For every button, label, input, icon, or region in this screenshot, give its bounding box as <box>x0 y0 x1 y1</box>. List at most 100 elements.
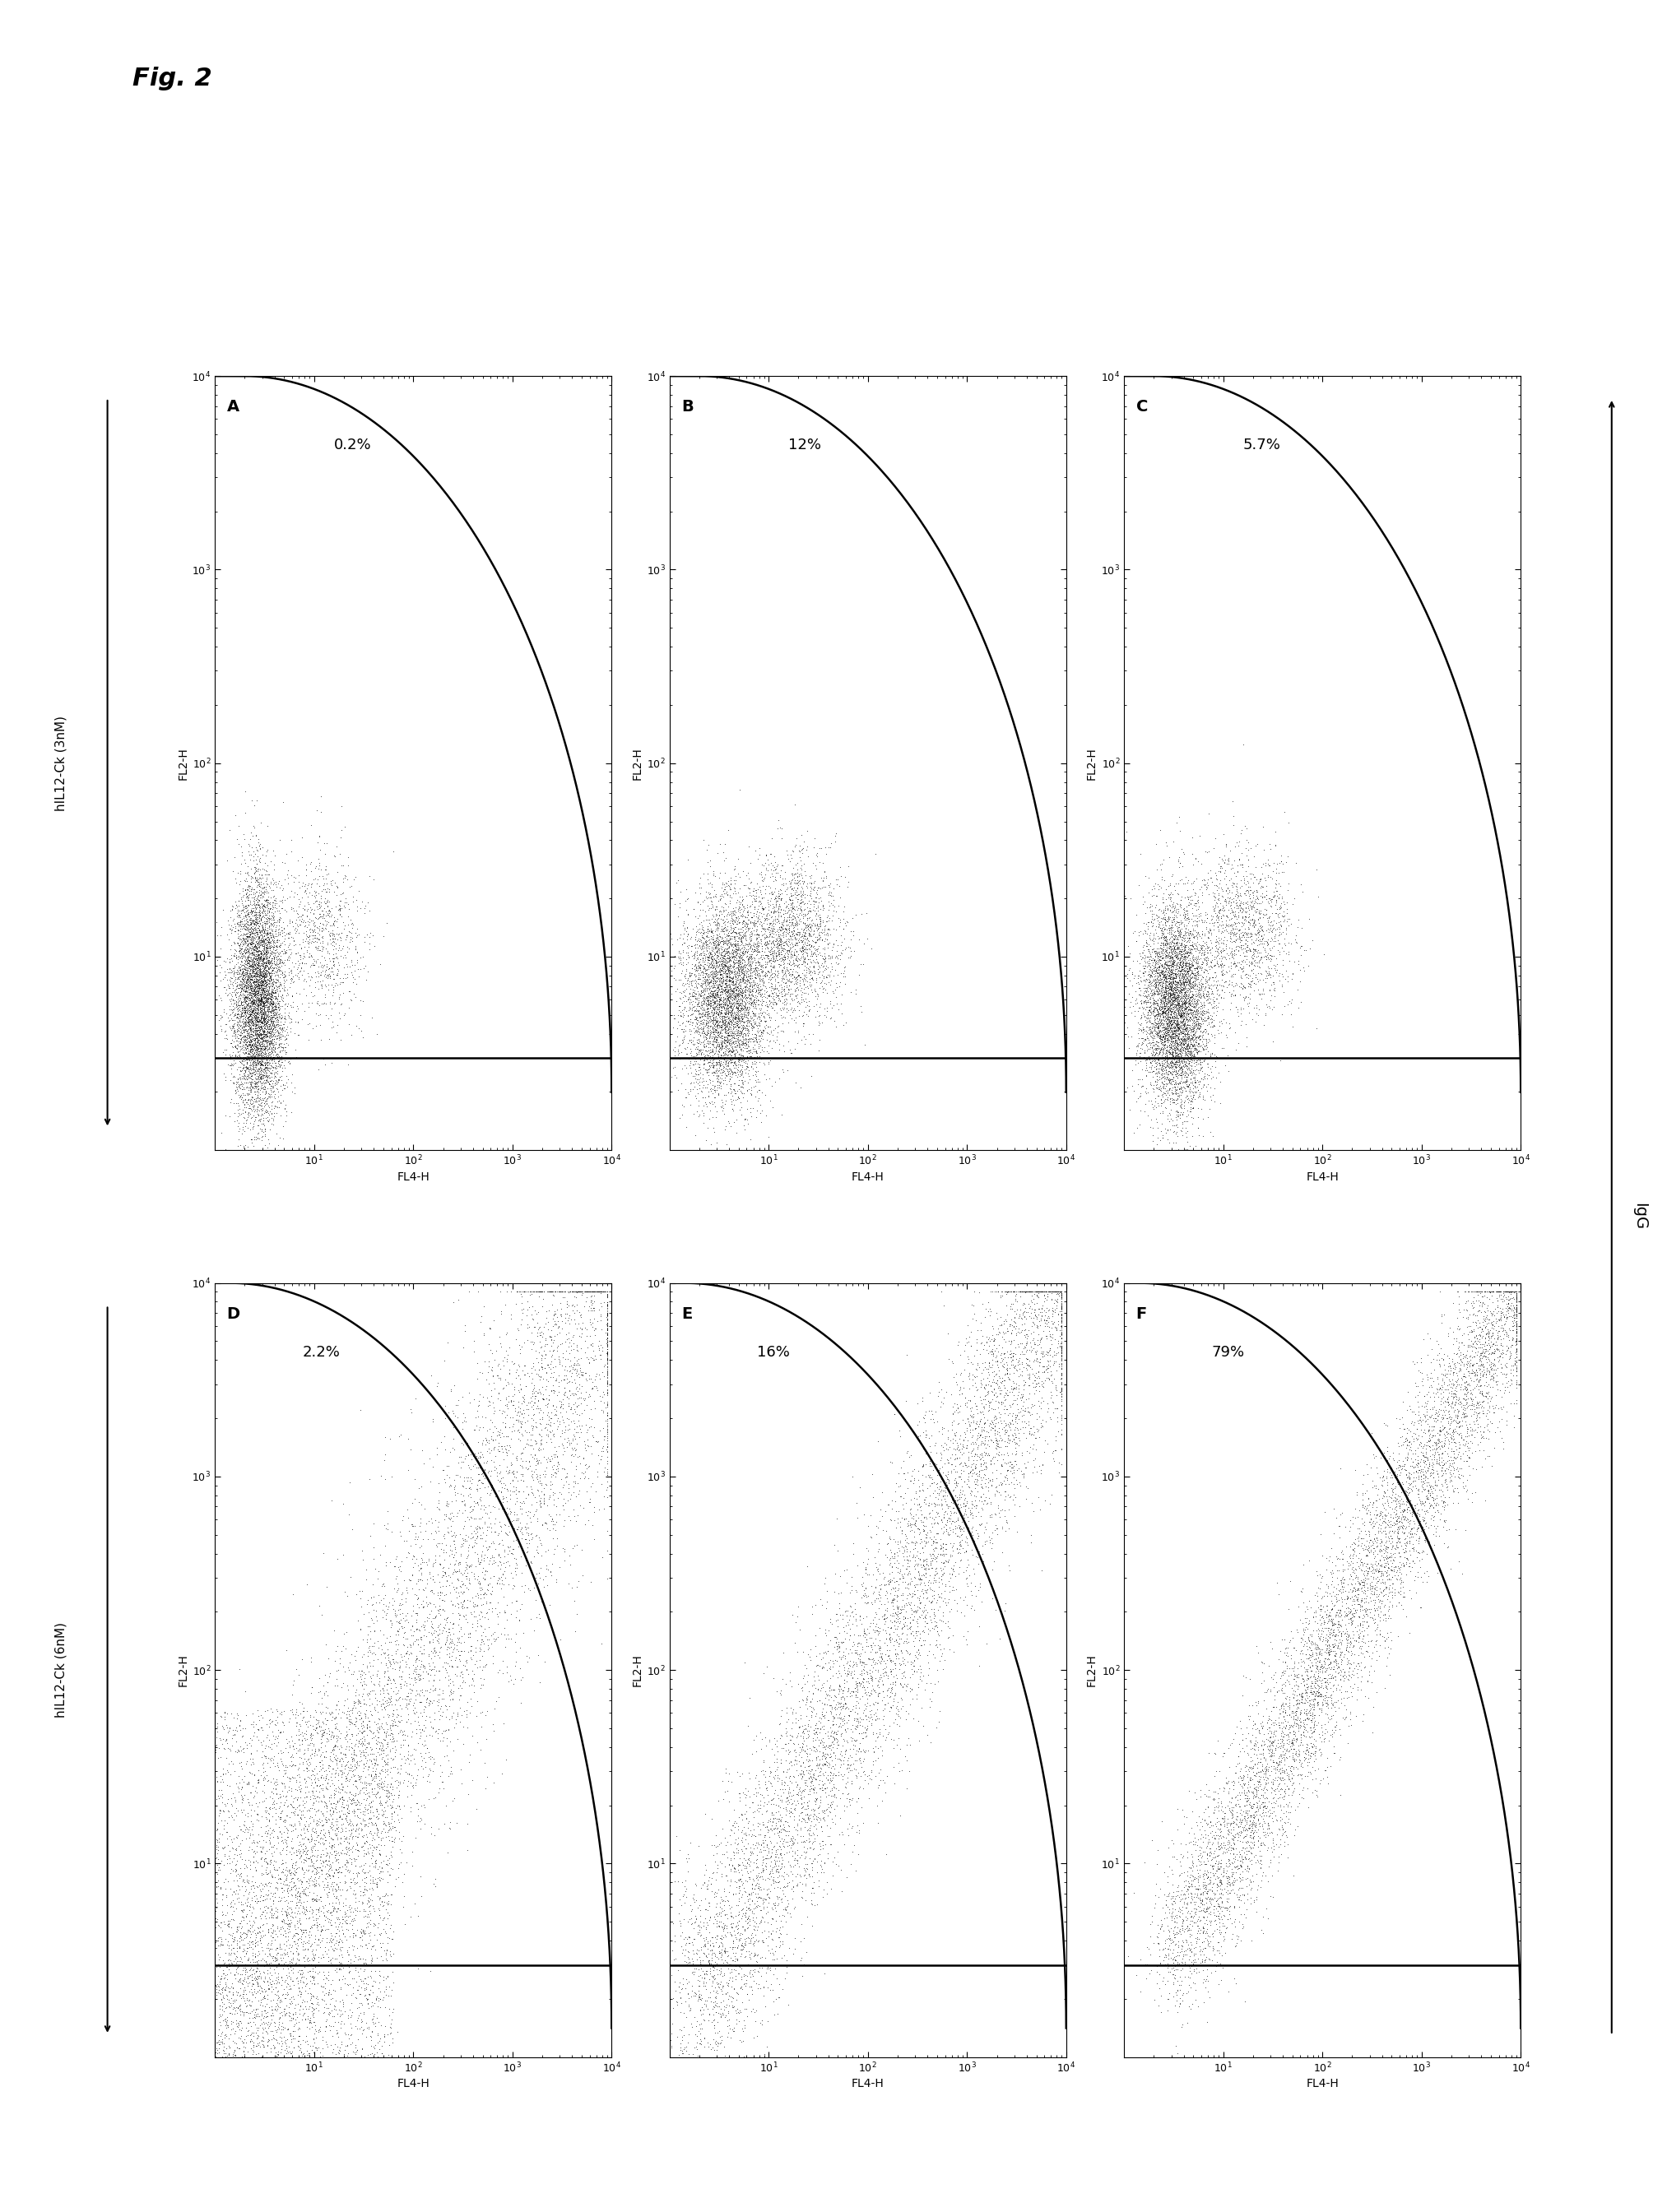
Point <box>360 1593 387 1628</box>
Point <box>716 940 742 975</box>
Point <box>273 1803 299 1838</box>
Point <box>1154 991 1180 1026</box>
Point <box>755 927 782 962</box>
Point <box>251 940 278 975</box>
Point <box>269 958 296 993</box>
Point <box>1218 860 1245 896</box>
Point <box>1241 1756 1268 1792</box>
Point <box>544 1480 570 1515</box>
Point <box>446 1619 473 1655</box>
Point <box>701 1938 727 1973</box>
Point <box>734 1856 760 1891</box>
Point <box>359 1863 385 1898</box>
Point <box>245 991 271 1026</box>
Point <box>1012 1274 1038 1310</box>
Point <box>1397 1425 1423 1460</box>
Point <box>739 905 765 940</box>
Point <box>1160 929 1187 964</box>
Point <box>1481 1332 1508 1367</box>
Point <box>456 1462 483 1498</box>
Point <box>1342 1637 1369 1672</box>
Point <box>269 1018 296 1053</box>
Point <box>706 1000 732 1035</box>
Point <box>724 922 750 958</box>
Point <box>593 1296 620 1332</box>
Point <box>790 967 817 1002</box>
Point <box>790 1756 817 1792</box>
Point <box>980 1402 1007 1438</box>
Point <box>805 885 831 920</box>
Point <box>1146 1042 1172 1077</box>
Point <box>904 1604 931 1639</box>
Point <box>339 1759 365 1794</box>
Point <box>742 931 769 967</box>
Point <box>564 1274 590 1310</box>
Point <box>1152 993 1179 1029</box>
Point <box>542 1389 569 1425</box>
Point <box>370 1728 397 1763</box>
Point <box>365 1860 392 1896</box>
Point <box>1150 1066 1177 1102</box>
Point <box>283 993 309 1029</box>
Point <box>1374 1495 1400 1531</box>
Point <box>238 896 264 931</box>
Point <box>1355 1681 1382 1717</box>
Point <box>352 1860 379 1896</box>
Point <box>1127 998 1154 1033</box>
Point <box>364 1599 390 1635</box>
Point <box>241 849 268 885</box>
Point <box>1048 1321 1074 1356</box>
Point <box>1445 1460 1471 1495</box>
Point <box>1023 1307 1050 1343</box>
Point <box>1170 964 1197 1000</box>
Point <box>1200 1060 1227 1095</box>
Point <box>1385 1551 1412 1586</box>
Point <box>985 1416 1012 1451</box>
Point <box>1164 953 1190 989</box>
Point <box>1473 1274 1499 1310</box>
Point <box>714 1882 741 1918</box>
Point <box>398 1759 425 1794</box>
Point <box>754 1770 780 1805</box>
Point <box>260 1068 286 1104</box>
Point <box>245 1044 271 1079</box>
Point <box>770 1869 797 1905</box>
Point <box>1150 1020 1177 1055</box>
Point <box>714 973 741 1009</box>
Point <box>835 1644 861 1679</box>
Point <box>765 973 792 1009</box>
Point <box>1317 1632 1344 1668</box>
Point <box>1179 982 1205 1018</box>
Point <box>760 1759 787 1794</box>
Point <box>334 1933 360 1969</box>
Point <box>810 1756 836 1792</box>
Point <box>593 1287 620 1323</box>
Point <box>236 949 263 984</box>
Point <box>1263 1712 1289 1747</box>
Point <box>797 874 823 909</box>
Point <box>1225 898 1251 933</box>
Point <box>767 1796 793 1832</box>
Point <box>1043 1371 1069 1407</box>
Point <box>1203 927 1230 962</box>
Point <box>787 1865 813 1900</box>
Point <box>1283 1723 1309 1759</box>
Point <box>767 1013 793 1048</box>
Point <box>1503 1367 1529 1402</box>
Point <box>241 1013 268 1048</box>
Point <box>260 1102 286 1137</box>
Point <box>331 1993 357 2028</box>
Point <box>694 845 721 880</box>
Point <box>1357 1495 1384 1531</box>
Point <box>1172 962 1198 998</box>
Point <box>823 1688 850 1723</box>
Point <box>1144 1051 1170 1086</box>
Point <box>228 907 255 942</box>
Point <box>1273 962 1299 998</box>
Point <box>1451 1371 1478 1407</box>
Point <box>486 1515 512 1551</box>
Point <box>810 1794 836 1829</box>
Point <box>256 1066 283 1102</box>
Point <box>782 927 808 962</box>
Point <box>236 1002 263 1037</box>
